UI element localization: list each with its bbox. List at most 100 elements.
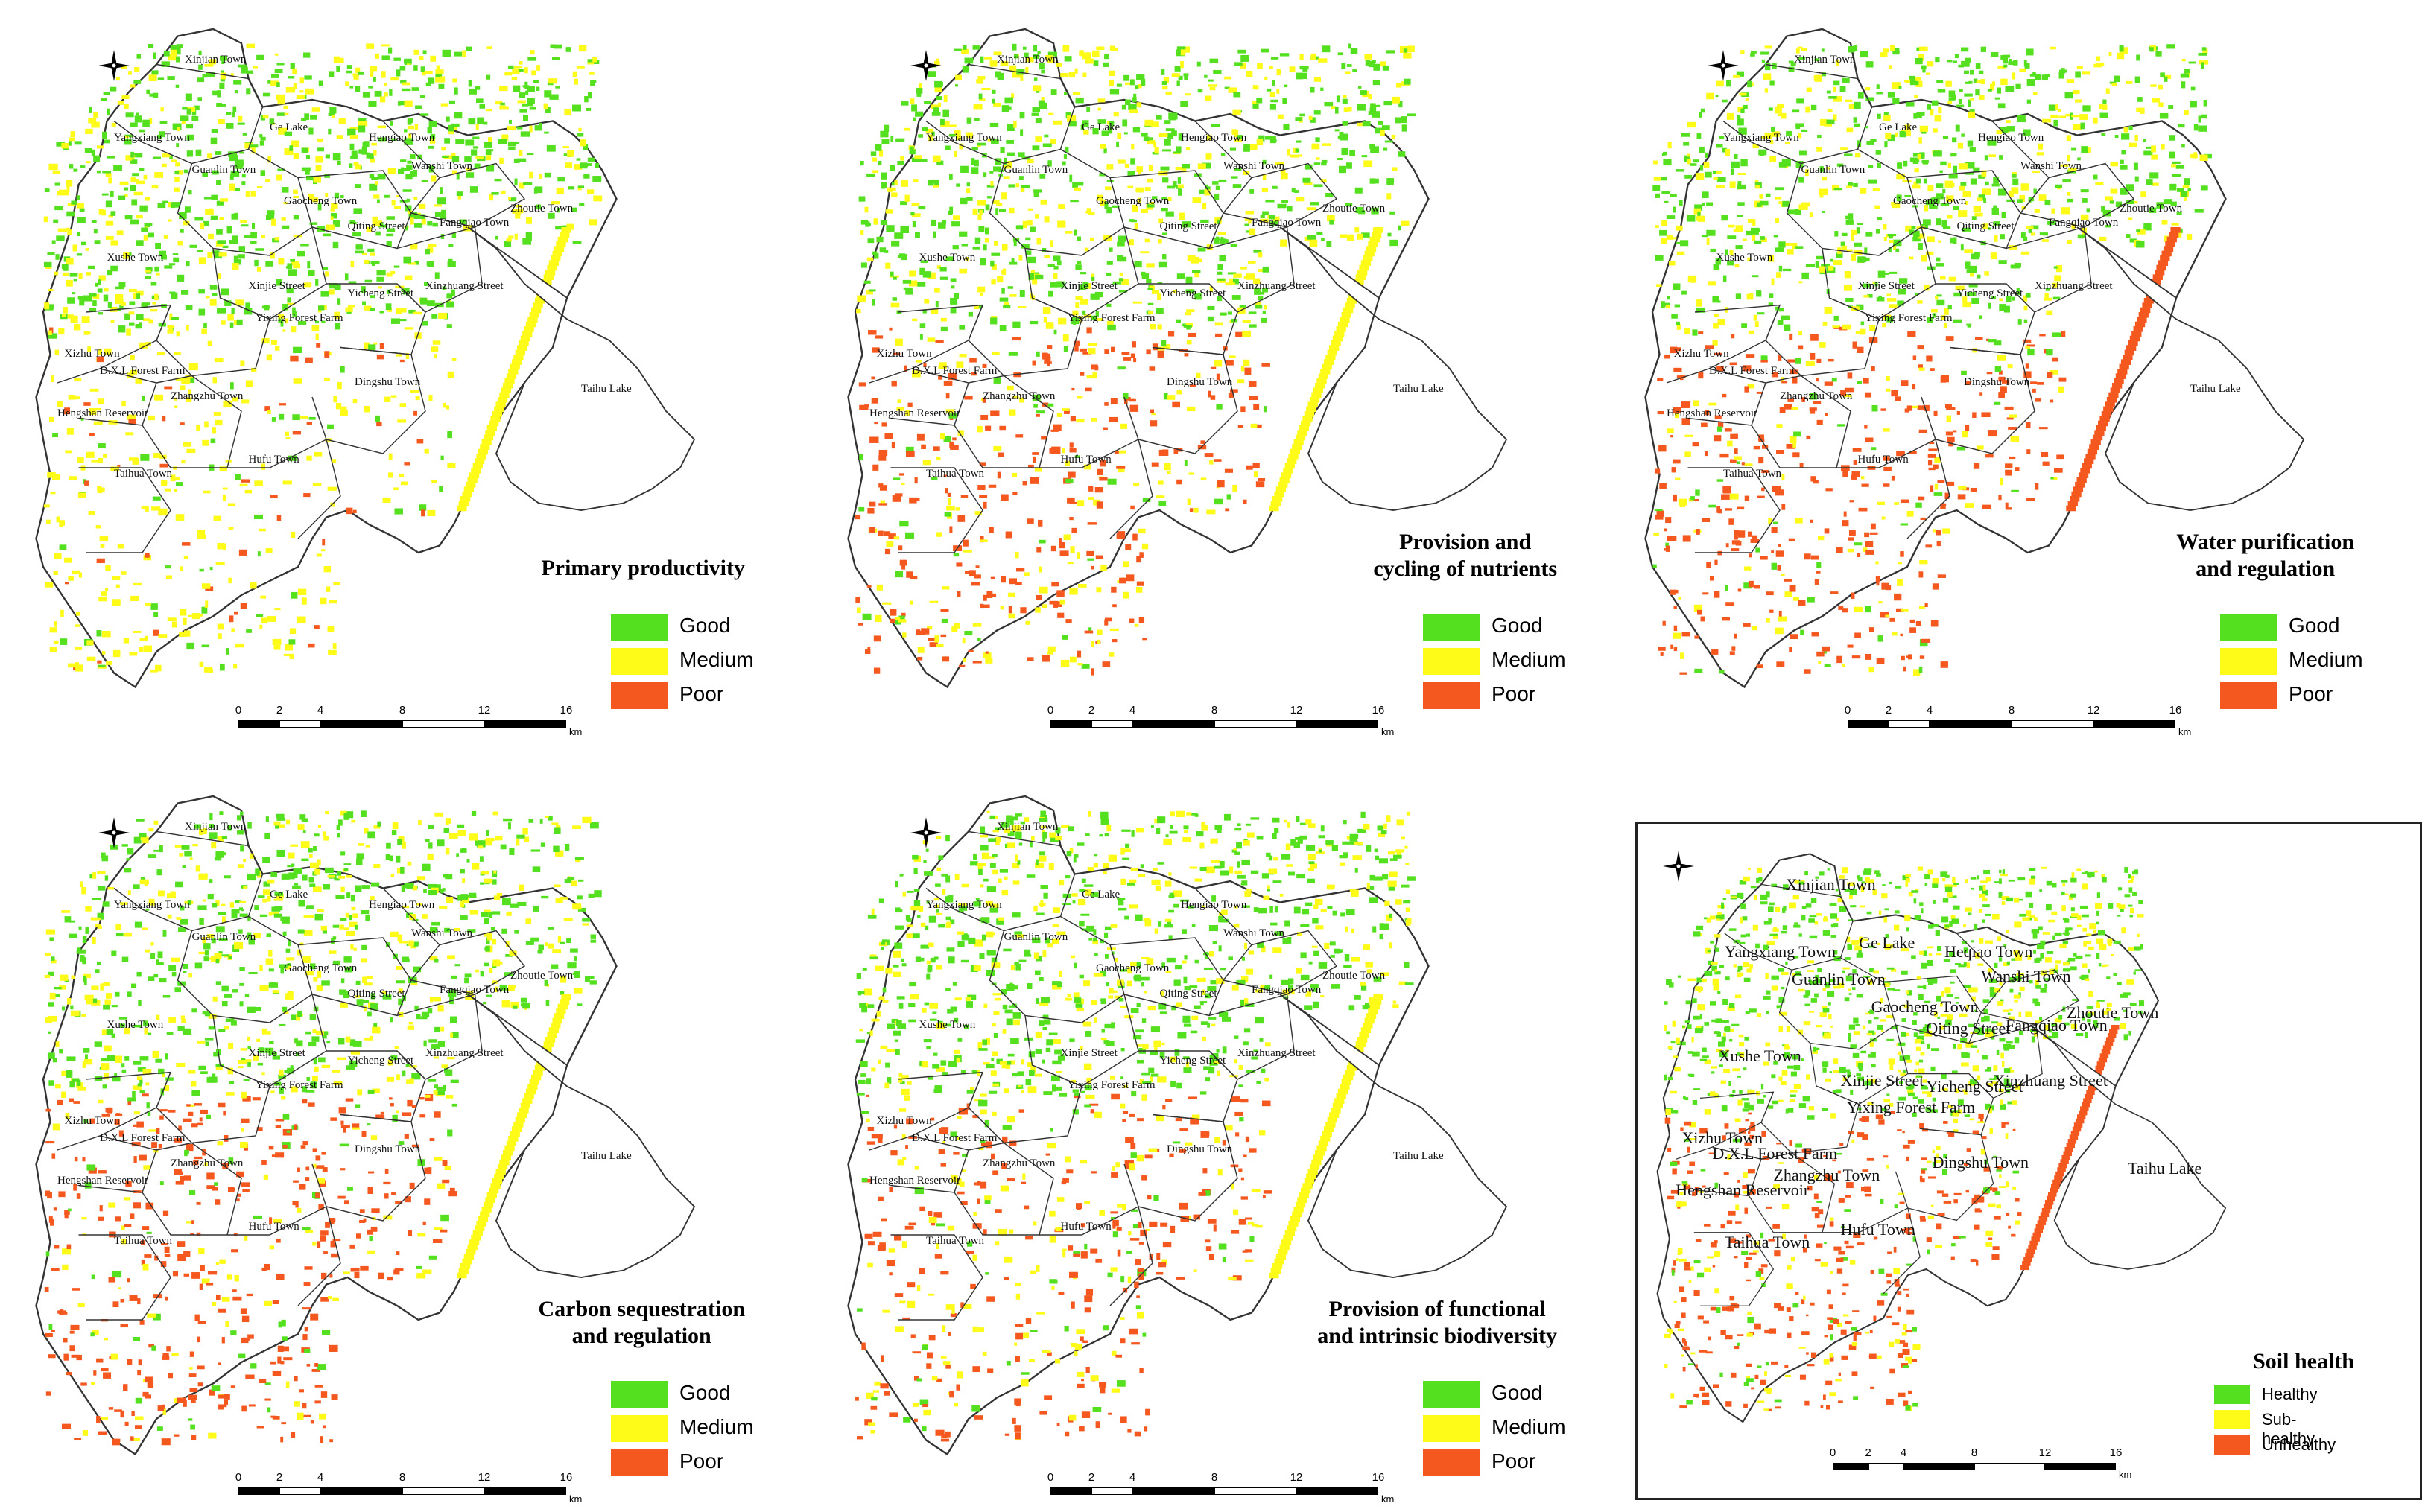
grade-patch <box>105 220 114 226</box>
grade-patch <box>1119 577 1126 584</box>
grade-patch <box>1710 248 1716 252</box>
grade-patch <box>406 198 410 203</box>
grade-patch <box>1793 431 1801 437</box>
grade-patch <box>500 190 506 194</box>
grade-patch <box>1056 590 1065 597</box>
grade-patch <box>525 941 534 945</box>
grade-patch <box>315 156 323 163</box>
grade-patch <box>218 951 223 954</box>
grade-patch <box>64 1214 69 1219</box>
grade-patch <box>97 871 106 874</box>
grade-patch <box>345 81 349 86</box>
grade-patch <box>120 299 124 306</box>
grade-patch <box>428 1039 437 1043</box>
grade-patch <box>219 82 225 89</box>
grade-patch <box>72 244 77 252</box>
grade-patch <box>1912 384 1916 390</box>
grade-patch <box>1758 457 1764 464</box>
shoreline-patch <box>478 448 489 455</box>
grade-patch <box>1733 74 1740 78</box>
grade-patch <box>60 638 68 645</box>
grade-patch <box>1755 547 1760 553</box>
grade-patch <box>250 241 257 244</box>
grade-patch <box>54 271 59 276</box>
grade-patch <box>1937 574 1946 578</box>
grade-patch <box>971 158 975 165</box>
grade-patch <box>291 531 296 538</box>
grade-patch <box>1294 190 1299 193</box>
grade-patch <box>2198 115 2201 123</box>
grade-patch <box>387 168 396 175</box>
grade-patch <box>924 100 931 104</box>
grade-patch <box>1135 85 1139 90</box>
grade-patch <box>285 644 294 651</box>
grade-patch <box>1191 270 1201 273</box>
scale-tick-label: 2 <box>276 704 283 717</box>
grade-patch <box>269 1245 274 1250</box>
grade-patch <box>508 197 511 201</box>
grade-patch <box>922 460 931 466</box>
grade-patch <box>995 208 999 215</box>
grade-patch <box>1913 669 1921 676</box>
grade-patch <box>1165 91 1172 95</box>
grade-patch <box>972 661 982 664</box>
grade-patch <box>1753 314 1757 321</box>
grade-patch <box>1883 112 1889 118</box>
grade-patch <box>1129 109 1138 114</box>
shoreline-patch <box>1322 363 1332 370</box>
shoreline-patch <box>2169 232 2179 238</box>
grade-patch <box>1915 77 1921 81</box>
grade-patch <box>1753 585 1760 589</box>
town-label: Taihua Town <box>926 468 985 480</box>
grade-patch <box>349 143 355 151</box>
grade-patch <box>505 953 513 957</box>
grade-patch <box>1125 544 1132 550</box>
grade-patch <box>1833 326 1840 329</box>
grade-patch <box>446 324 452 328</box>
grade-patch <box>1953 319 1962 323</box>
grade-patch <box>345 874 353 878</box>
grade-patch <box>175 482 183 486</box>
grade-patch <box>901 612 906 617</box>
grade-patch <box>489 968 493 973</box>
shoreline-patch <box>1281 472 1292 478</box>
grade-patch <box>560 991 565 995</box>
grade-patch <box>101 591 107 597</box>
grade-patch <box>1942 136 1949 139</box>
grade-patch <box>2029 381 2038 384</box>
grade-patch <box>79 208 85 212</box>
grade-patch <box>1880 408 1886 411</box>
grade-patch <box>394 508 403 515</box>
grade-patch <box>1768 518 1773 524</box>
grade-patch <box>329 282 337 289</box>
grade-patch <box>989 122 999 127</box>
grade-patch <box>913 117 917 121</box>
grade-patch <box>349 127 359 130</box>
grade-patch <box>1013 239 1017 247</box>
grade-patch <box>486 937 490 944</box>
shoreline-patch <box>2103 406 2114 413</box>
grade-patch <box>1747 531 1752 537</box>
grade-patch <box>254 259 259 267</box>
grade-patch <box>1869 532 1878 535</box>
grade-patch <box>189 1367 193 1370</box>
grade-patch <box>1299 113 1305 117</box>
grade-patch <box>284 148 294 156</box>
grade-patch <box>364 406 370 413</box>
grade-patch <box>1994 340 2002 346</box>
grade-patch <box>194 824 201 829</box>
grade-patch <box>1044 255 1050 258</box>
grade-patch <box>190 377 195 384</box>
grade-patch <box>2049 399 2054 403</box>
grade-patch <box>466 46 472 51</box>
grade-patch <box>512 209 521 214</box>
grade-patch <box>1081 120 1089 127</box>
grade-patch <box>595 163 600 168</box>
grade-patch <box>1140 78 1146 86</box>
grade-patch <box>309 963 316 970</box>
grade-patch <box>1224 86 1230 89</box>
grade-patch <box>1192 197 1202 203</box>
shoreline-patch <box>1299 425 1309 431</box>
grade-patch <box>1254 424 1262 428</box>
grade-patch <box>1100 144 1106 149</box>
